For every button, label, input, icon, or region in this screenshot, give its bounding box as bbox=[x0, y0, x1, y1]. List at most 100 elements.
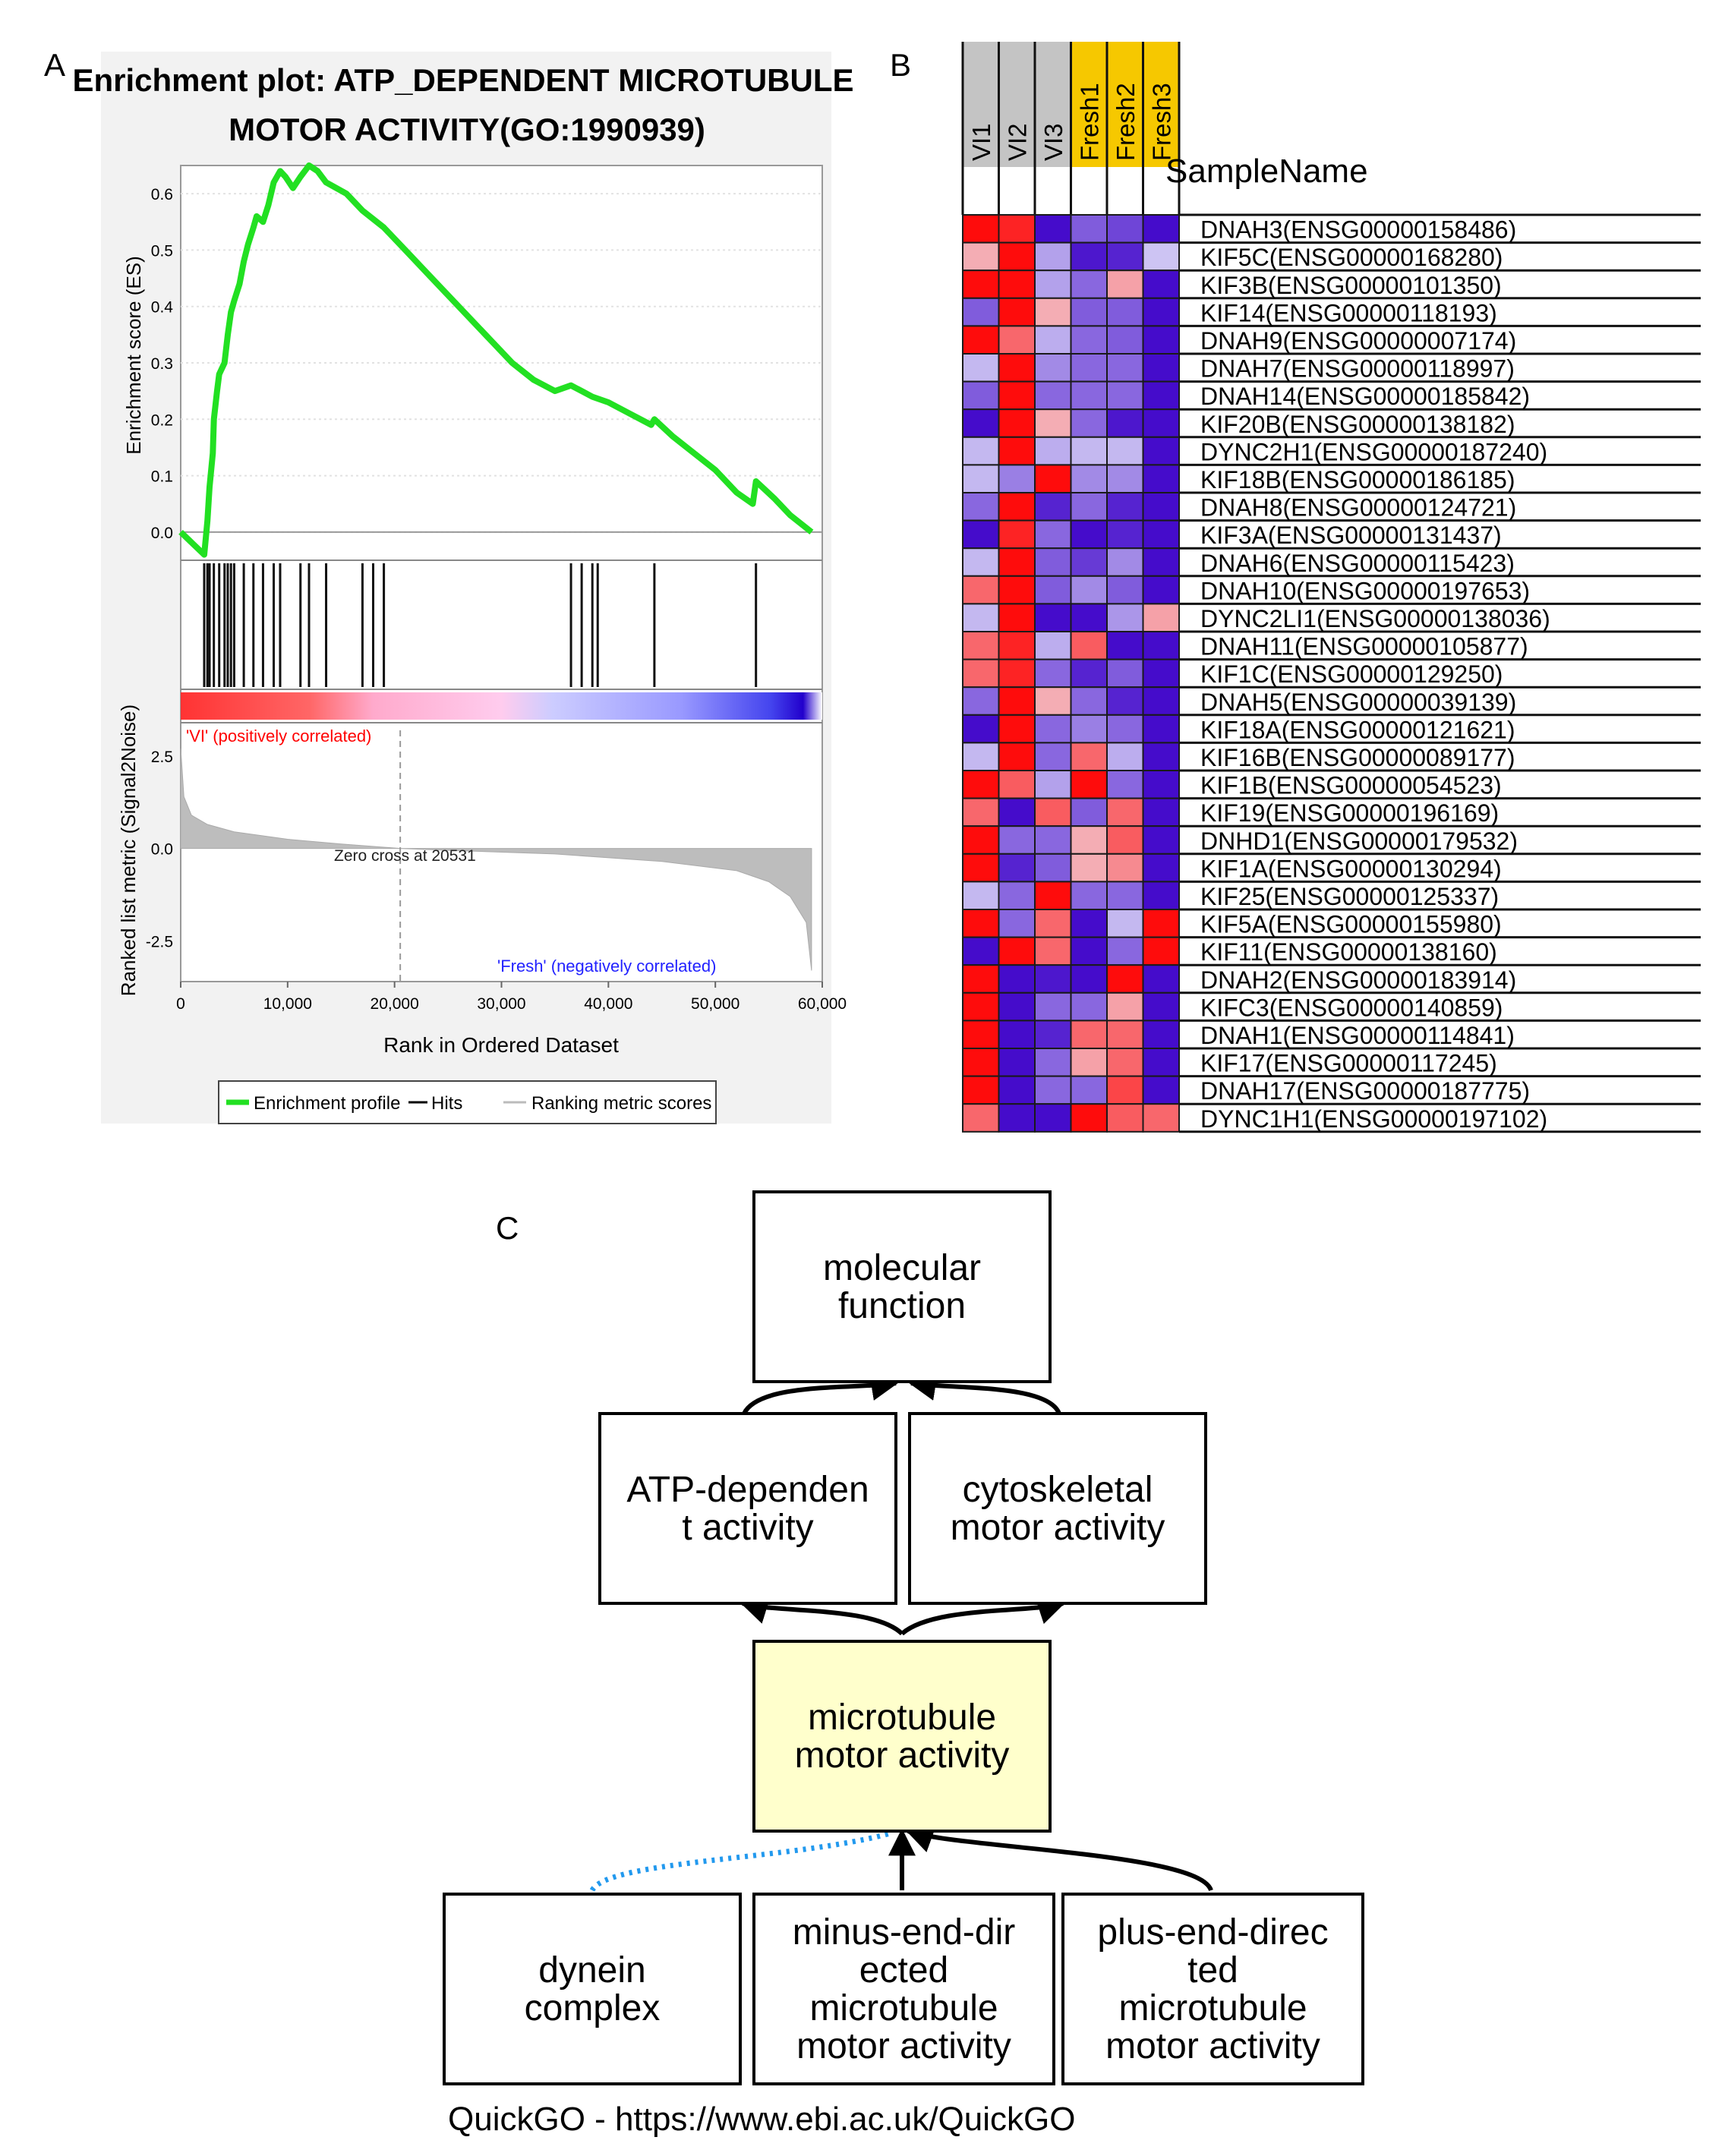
go-node-label-line: ted bbox=[1187, 1950, 1238, 1991]
heatmap-cell bbox=[998, 492, 1036, 522]
heatmap-cell bbox=[1142, 881, 1180, 911]
go-node-label-line: dynein bbox=[538, 1950, 645, 1991]
heatmap-cell bbox=[1034, 297, 1072, 327]
heatmap-cell bbox=[1034, 825, 1072, 855]
heatmap-cell bbox=[998, 991, 1036, 1022]
heatmap-cells bbox=[962, 214, 1180, 1133]
heatmap-cell bbox=[1106, 742, 1144, 772]
row-label: KIF18A(ENSG00000121621) bbox=[1200, 716, 1515, 743]
heatmap-cell bbox=[962, 241, 1000, 272]
row-label: KIF5A(ENSG00000155980) bbox=[1200, 911, 1502, 938]
heatmap-cell bbox=[1034, 492, 1072, 522]
heatmap-cell bbox=[1106, 297, 1144, 327]
heatmap-cell bbox=[1142, 547, 1180, 577]
heatmap-cell bbox=[1034, 408, 1072, 438]
heatmap-cell bbox=[1034, 519, 1072, 550]
heatmap-cell bbox=[1142, 241, 1180, 272]
heatmap-cell bbox=[1034, 270, 1072, 299]
heatmap-cell bbox=[1142, 936, 1180, 966]
heatmap-cell bbox=[1034, 964, 1072, 994]
row-label: DNAH7(ENSG00000118997) bbox=[1200, 355, 1515, 383]
heatmap-cell bbox=[1070, 991, 1108, 1022]
heatmap-cell bbox=[1070, 464, 1108, 494]
enrichment-profile-line bbox=[178, 162, 814, 558]
heatmap-cell bbox=[1106, 408, 1144, 438]
edge-mt-to-atp bbox=[740, 1597, 904, 1636]
row-label: DNAH17(ENSG00000187775) bbox=[1200, 1077, 1530, 1105]
heatmap-cell bbox=[1142, 270, 1180, 299]
row-label: DNAH11(ENSG00000105877) bbox=[1200, 633, 1528, 660]
metric-y-ticks: 2.5 0.0 -2.5 bbox=[146, 749, 173, 951]
heatmap-cell bbox=[1106, 1048, 1144, 1077]
heatmap-cell bbox=[998, 325, 1036, 355]
heatmap-cell bbox=[1142, 575, 1180, 605]
row-label: DNAH14(ENSG00000185842) bbox=[1200, 383, 1530, 410]
heatmap-cell bbox=[1142, 214, 1180, 244]
heatmap-cell bbox=[1142, 1020, 1180, 1050]
es-y-axis-label: Enrichment score (ES) bbox=[122, 256, 145, 455]
heatmap-cell bbox=[998, 547, 1036, 577]
heatmap-cell bbox=[1034, 991, 1072, 1022]
heatmap-cell bbox=[962, 1075, 1000, 1105]
row-label: KIF20B(ENSG00000138182) bbox=[1200, 411, 1515, 438]
gsea-legend: Enrichment profile Hits Ranking metric s… bbox=[218, 1080, 717, 1124]
heatmap-cell bbox=[962, 631, 1000, 660]
heatmap-cell bbox=[998, 519, 1036, 550]
heatmap-cell bbox=[1034, 714, 1072, 744]
row-label: KIF1A(ENSG00000130294) bbox=[1200, 855, 1502, 882]
heatmap-cell bbox=[998, 936, 1036, 966]
heatmap-cell bbox=[998, 770, 1036, 799]
go-node-label-line: microtubule bbox=[1118, 1988, 1307, 2028]
heatmap-cell bbox=[1070, 297, 1108, 327]
heatmap-cell bbox=[1142, 714, 1180, 744]
go-node-label-line: plus-end-direc bbox=[1097, 1912, 1328, 1953]
heatmap-cell bbox=[1106, 770, 1144, 799]
heatmap-cell bbox=[1142, 964, 1180, 994]
row-label: KIF19(ENSG00000196169) bbox=[1200, 799, 1499, 827]
row-label: DYNC2LI1(ENSG00000138036) bbox=[1200, 605, 1550, 632]
row-label: DYNC2H1(ENSG00000187240) bbox=[1200, 438, 1547, 465]
positive-correlation-label: 'VI' (positively correlated) bbox=[186, 727, 371, 745]
heatmap-cell bbox=[1106, 714, 1144, 744]
heatmap-cell bbox=[1034, 770, 1072, 799]
panel-label-c: C bbox=[496, 1210, 519, 1246]
heatmap-header: VI1 VI2 VI3 Fresh1 Fresh2 Fresh3 bbox=[961, 42, 1701, 216]
go-node-label-line: microtubule bbox=[809, 1988, 998, 2028]
heatmap-cell bbox=[962, 936, 1000, 966]
heatmap-cell bbox=[1034, 631, 1072, 660]
heatmap-cell bbox=[1070, 1103, 1108, 1133]
row-label: DNAH9(ENSG00000007174) bbox=[1200, 327, 1516, 355]
heatmap-cell bbox=[998, 270, 1036, 299]
heatmap-cell bbox=[1070, 658, 1108, 689]
heatmap-cell bbox=[998, 686, 1036, 716]
heatmap-cell bbox=[962, 547, 1000, 577]
heatmap-cell bbox=[1106, 325, 1144, 355]
row-label: DNAH10(ENSG00000197653) bbox=[1200, 577, 1530, 604]
heatmap-cell bbox=[1070, 241, 1108, 272]
heatmap-cell bbox=[998, 464, 1036, 494]
heatmap-cell bbox=[1034, 797, 1072, 827]
heatmap-cell bbox=[1034, 1103, 1072, 1133]
ranking-metric-area bbox=[180, 749, 812, 971]
es-y-tick-label: 0.0 bbox=[151, 525, 173, 542]
heatmap-cell bbox=[1070, 603, 1108, 633]
heatmap-cell bbox=[1142, 464, 1180, 494]
heatmap-cell bbox=[1034, 603, 1072, 633]
column-label: VI2 bbox=[1003, 123, 1031, 161]
heatmap-cell bbox=[1142, 408, 1180, 438]
heatmap-cell bbox=[1106, 547, 1144, 577]
x-tick-label: 30,000 bbox=[477, 995, 525, 1013]
heatmap-cell bbox=[962, 1103, 1000, 1133]
heatmap-cell bbox=[1142, 353, 1180, 383]
row-label: DNAH2(ENSG00000183914) bbox=[1200, 966, 1516, 994]
heatmap-cell bbox=[962, 297, 1000, 327]
heatmap-cell bbox=[1070, 1075, 1108, 1105]
heatmap-cell bbox=[1070, 380, 1108, 411]
row-label: KIF3A(ENSG00000131437) bbox=[1200, 522, 1502, 549]
heatmap-cell bbox=[1070, 631, 1108, 660]
heatmap-cell bbox=[998, 241, 1036, 272]
heatmap-cell bbox=[1106, 492, 1144, 522]
